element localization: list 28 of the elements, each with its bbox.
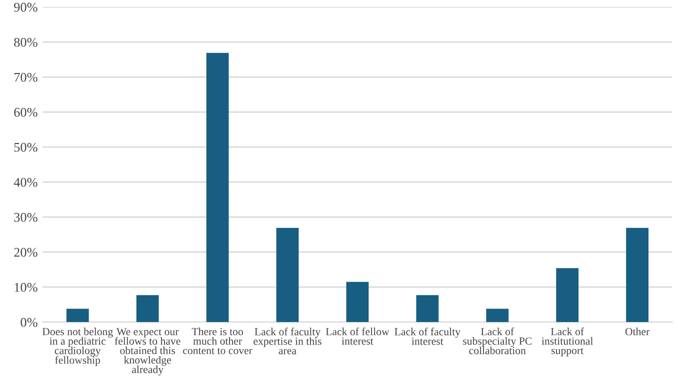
x-tick-label: There is too much other content to cover: [183, 328, 252, 354]
y-tick-label: 90%: [14, 2, 38, 12]
y-tick-label: 20%: [14, 248, 38, 257]
bar: [416, 295, 439, 322]
y-tick-label: 0%: [20, 318, 38, 327]
y-tick-label: 70%: [14, 72, 38, 82]
x-tick-label: Lack of faculty interest: [394, 328, 460, 345]
bar: [626, 228, 648, 322]
y-tick-label: 10%: [14, 282, 38, 292]
x-tick-label: Other: [625, 328, 650, 336]
y-tick-label: 30%: [14, 212, 38, 222]
bar: [136, 295, 159, 322]
x-tick-label: Does not belong in a pediatric cardiology fellowship: [42, 328, 113, 366]
bar: [556, 268, 579, 322]
x-tick-label: We expect our fellows to have obtained this knowledge already: [114, 328, 180, 376]
x-tick-label: Lack of subspecialty PC collaboration: [463, 328, 532, 354]
x-tick-label: Lack of institutional support: [542, 328, 593, 356]
y-tick-label: 60%: [14, 108, 38, 117]
x-tick-label: Lack of faculty expertise in this area: [254, 328, 322, 354]
y-tick-label: 80%: [14, 38, 38, 47]
x-tick-label: Lack of fellow interest: [326, 328, 390, 345]
bar: [276, 228, 299, 322]
bar: [346, 282, 369, 322]
y-tick-label: 40%: [14, 178, 38, 187]
bar: [66, 308, 89, 322]
bar: [206, 52, 229, 322]
bar: [486, 308, 509, 322]
y-tick-label: 50%: [14, 142, 38, 152]
